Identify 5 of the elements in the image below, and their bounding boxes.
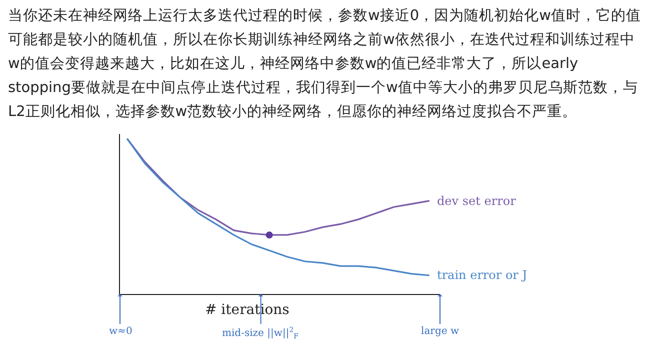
- text: large w: [421, 326, 460, 337]
- series-label: train error or J: [437, 268, 528, 282]
- text: w≈0: [109, 326, 132, 337]
- series-label: dev set error: [437, 194, 516, 208]
- chart-title: 当你还未在神经网络上运行太多迭代过程的时候，参数w接近0，因为随机初始化w值时，它的值可能都是较小的随机值，所以在你长期训练神经网络之前w依然很小，在迭代过程和训练过程中w的值会变得越来越大，比如在这儿，神经网络中参数w的值已经非常大了，所以early stopping要做就是在中间点停止迭代过程，我们得到一个w值中等大小的弗罗贝尼乌斯范数，与L2正则化相似，选择参数w范数较小的神经网络，但愿你的神经网络过度拟合不严重。: [7, 6, 642, 122]
